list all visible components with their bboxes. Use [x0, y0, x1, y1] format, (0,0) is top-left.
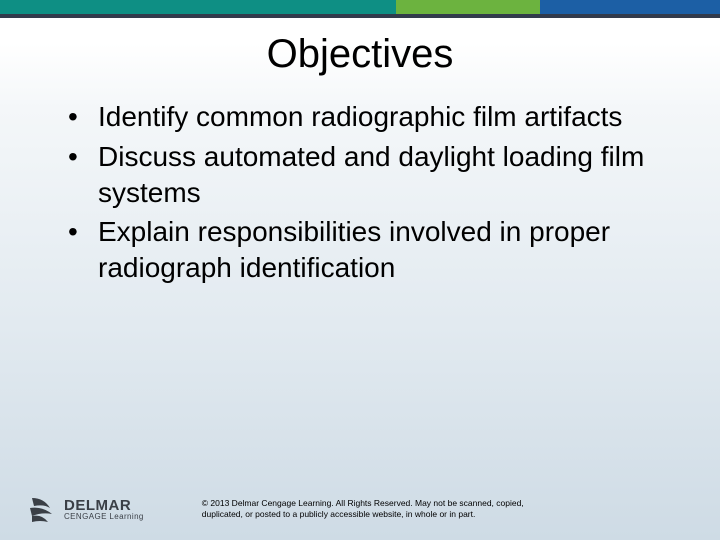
logo-text: DELMAR CENGAGE Learning: [64, 498, 144, 521]
bar-segment-teal: [0, 0, 396, 14]
bullet-item: Identify common radiographic film artifa…: [64, 99, 670, 135]
header-underline: [0, 14, 720, 18]
logo-sub-text: CENGAGE Learning: [64, 513, 144, 521]
header-color-bar: [0, 0, 720, 14]
logo-main-text: DELMAR: [64, 498, 144, 513]
footer: DELMAR CENGAGE Learning © 2013 Delmar Ce…: [0, 494, 720, 524]
bar-segment-blue: [540, 0, 720, 14]
brand-logo: DELMAR CENGAGE Learning: [26, 494, 144, 524]
copyright-text: © 2013 Delmar Cengage Learning. All Righ…: [202, 498, 562, 519]
bullet-item: Discuss automated and daylight loading f…: [64, 139, 670, 211]
bar-segment-green: [396, 0, 540, 14]
logo-icon: [26, 494, 56, 524]
content-area: Identify common radiographic film artifa…: [0, 99, 720, 286]
slide-title: Objectives: [0, 32, 720, 77]
bullet-list: Identify common radiographic film artifa…: [64, 99, 670, 286]
bullet-item: Explain responsibilities involved in pro…: [64, 214, 670, 286]
